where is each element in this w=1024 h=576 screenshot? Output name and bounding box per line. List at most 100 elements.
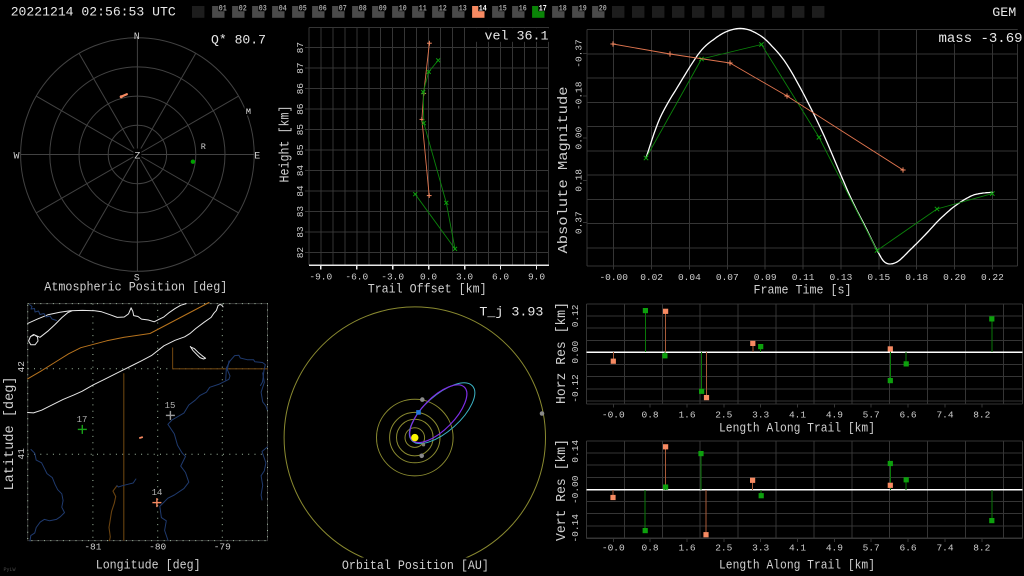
svg-text:18: 18 [559,5,567,14]
svg-text:41: 41 [16,448,27,460]
svg-text:0.18: 0.18 [574,169,585,192]
svg-text:83: 83 [295,206,306,218]
svg-text:-0.0: -0.0 [602,410,625,421]
svg-text:Length Along Trail [km]: Length Along Trail [km] [719,421,875,435]
svg-text:04: 04 [279,5,287,14]
svg-text:1.6: 1.6 [678,410,695,421]
svg-text:-3.0: -3.0 [381,272,404,283]
svg-text:07: 07 [339,5,347,14]
svg-text:-0.00: -0.00 [599,272,628,283]
svg-text:Latitude [deg]: Latitude [deg] [3,377,18,491]
svg-text:05: 05 [299,5,307,14]
svg-text:-81: -81 [84,542,101,553]
svg-text:0.11: 0.11 [792,272,815,283]
svg-text:S: S [134,274,140,285]
svg-text:Frame Time [s]: Frame Time [s] [754,284,852,298]
svg-text:4.9: 4.9 [826,410,843,421]
svg-text:-79: -79 [214,542,231,553]
svg-text:16: 16 [519,5,527,14]
svg-text:-9.0: -9.0 [309,272,332,283]
svg-text:6.6: 6.6 [900,410,917,421]
svg-text:E: E [254,152,260,163]
svg-text:Trail Offset [km]: Trail Offset [km] [368,282,487,296]
svg-text:-0.14: -0.14 [570,514,581,543]
svg-text:0.07: 0.07 [716,272,739,283]
svg-text:09: 09 [379,5,387,14]
svg-text:01: 01 [219,5,227,14]
svg-text:6.6: 6.6 [900,543,917,554]
svg-text:0.37: 0.37 [574,211,585,234]
svg-text:5.7: 5.7 [863,543,880,554]
svg-text:-80: -80 [149,542,166,553]
svg-text:7.4: 7.4 [936,543,953,554]
svg-text:3.3: 3.3 [752,410,769,421]
svg-text:Height [km]: Height [km] [279,106,294,183]
svg-text:0.22: 0.22 [981,272,1004,283]
svg-text:86: 86 [295,103,306,115]
svg-text:0.02: 0.02 [640,272,663,283]
svg-text:Atmospheric Position [deg]: Atmospheric Position [deg] [44,280,227,294]
svg-text:Longitude [deg]: Longitude [deg] [96,558,201,572]
svg-text:2.5: 2.5 [715,410,732,421]
svg-text:6.0: 6.0 [492,272,509,283]
svg-text:W: W [13,152,19,163]
svg-text:17: 17 [77,415,88,425]
svg-text:87: 87 [295,62,306,73]
svg-text:19: 19 [579,5,587,14]
svg-text:Length Along Trail [km]: Length Along Trail [km] [719,558,875,572]
svg-text:10: 10 [399,5,407,14]
svg-text:-0.0: -0.0 [602,543,625,554]
svg-text:Orbital Position [AU]: Orbital Position [AU] [342,559,489,573]
svg-text:4.1: 4.1 [789,543,806,554]
svg-text:4.1: 4.1 [789,410,806,421]
svg-text:GEM: GEM [992,5,1016,20]
svg-text:R: R [201,142,206,152]
svg-text:PyLW: PyLW [4,566,17,573]
svg-text:-0.12: -0.12 [570,374,581,403]
svg-text:08: 08 [359,5,367,14]
svg-text:Vert Res [km]: Vert Res [km] [555,439,570,541]
svg-text:0.14: 0.14 [570,440,581,463]
svg-text:0.00: 0.00 [574,126,585,149]
svg-text:N: N [134,32,140,43]
svg-text:84: 84 [295,185,306,197]
svg-text:13: 13 [459,5,467,14]
svg-text:9.0: 9.0 [528,272,545,283]
svg-text:Z: Z [134,151,140,162]
svg-text:4.9: 4.9 [826,543,843,554]
svg-text:86: 86 [295,83,306,95]
svg-text:Q* 80.7: Q* 80.7 [211,33,266,48]
svg-text:0.20: 0.20 [943,272,966,283]
svg-text:0.04: 0.04 [678,272,701,283]
svg-text:1.6: 1.6 [678,543,695,554]
svg-text:3.0: 3.0 [456,272,473,283]
svg-text:0.12: 0.12 [570,304,581,327]
svg-text:03: 03 [259,5,267,14]
svg-text:12: 12 [439,5,447,14]
svg-text:mass -3.69: mass -3.69 [939,32,1023,47]
svg-text:87: 87 [295,42,306,53]
svg-text:Absolute Magnitude: Absolute Magnitude [557,87,572,254]
svg-text:2.5: 2.5 [715,543,732,554]
svg-text:02: 02 [239,5,247,14]
svg-text:14: 14 [152,488,163,498]
svg-text:0.8: 0.8 [642,543,659,554]
svg-text:15: 15 [499,5,507,14]
svg-text:0.00: 0.00 [570,341,581,364]
svg-text:T_j 3.93: T_j 3.93 [479,305,543,320]
svg-text:14: 14 [479,5,487,14]
svg-text:Horz Res [km]: Horz Res [km] [555,302,570,404]
svg-text:85: 85 [295,124,306,136]
svg-text:7.4: 7.4 [936,410,953,421]
svg-text:82: 82 [295,247,306,259]
svg-text:0.13: 0.13 [829,272,852,283]
svg-text:83: 83 [295,226,306,238]
svg-text:vel 36.1: vel 36.1 [485,29,549,44]
svg-text:3.3: 3.3 [752,543,769,554]
svg-text:15: 15 [165,401,176,411]
svg-text:0.0: 0.0 [420,272,437,283]
svg-text:5.7: 5.7 [863,410,880,421]
svg-text:06: 06 [319,5,327,14]
svg-text:20221214 02:56:53 UTC: 20221214 02:56:53 UTC [11,5,176,20]
svg-text:M: M [246,107,251,117]
